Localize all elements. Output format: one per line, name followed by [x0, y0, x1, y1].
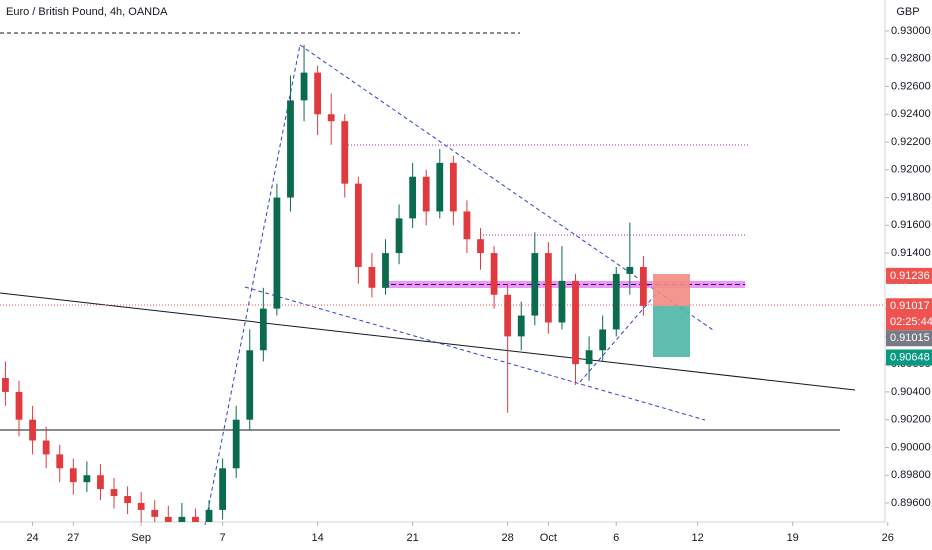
candle-body [490, 253, 498, 295]
y-tick-label: 0.92600 [891, 80, 931, 92]
x-tick-label: Oct [540, 532, 557, 544]
candle-body [463, 211, 471, 240]
chart-title: Euro / British Pound, 4h, OANDA [6, 6, 168, 18]
x-tick-label: 27 [67, 532, 79, 544]
currency-label: GBP [896, 6, 919, 18]
candle-body [29, 419, 36, 441]
candle-body [368, 266, 376, 288]
x-tick-label: 26 [882, 532, 894, 544]
impulse-line [204, 44, 301, 526]
y-tick-label: 0.93000 [891, 25, 931, 37]
candle-body [192, 516, 199, 522]
candle-body [422, 176, 430, 212]
candle-body [354, 183, 362, 267]
x-tick-label: 7 [220, 532, 226, 544]
candle-body [314, 72, 322, 115]
y-tick-label: 0.89800 [891, 469, 931, 481]
x-tick-label: 19 [787, 532, 799, 544]
candle-body [327, 114, 335, 122]
x-tick-label: 24 [26, 532, 38, 544]
candle-body [395, 218, 403, 254]
y-tick-label: 0.92800 [891, 53, 931, 65]
x-tick-label: Sep [131, 532, 151, 544]
candle-body [232, 419, 240, 469]
candle-body [544, 253, 552, 323]
candle-body [558, 280, 566, 323]
y-tick-label: 0.90000 [891, 441, 931, 453]
candle-body [449, 162, 457, 212]
candle-body [300, 72, 308, 101]
candle-body [137, 502, 145, 510]
y-tick-label: 0.91600 [891, 219, 931, 231]
candle-body [56, 454, 64, 469]
candle-body [97, 475, 104, 490]
candle-body [287, 100, 294, 198]
candle-body [477, 239, 484, 254]
wedge-lower [244, 286, 706, 421]
candle-body [205, 509, 213, 522]
price-label [886, 298, 932, 331]
x-tick-label: 12 [692, 532, 704, 544]
y-tick-label: 0.92400 [891, 108, 931, 120]
price-label [886, 349, 932, 366]
y-tick-label: 0.89600 [891, 497, 931, 509]
candle-body [246, 350, 254, 420]
candle-body [110, 489, 118, 497]
candle-body [517, 315, 525, 337]
candle-body [639, 266, 647, 306]
drawings [0, 32, 885, 526]
x-tick-label: 28 [502, 532, 514, 544]
candle-body [219, 468, 227, 510]
y-tick-label: 0.91800 [891, 191, 931, 203]
x-tick-label: 21 [407, 532, 419, 544]
candle-body [259, 308, 267, 351]
candle-body [585, 350, 593, 365]
price-label-text: 0.91236 [890, 270, 930, 282]
candle-body [409, 176, 417, 219]
candle-body [572, 280, 579, 365]
stop-zone [653, 274, 690, 306]
y-tick-label: 0.92000 [891, 164, 931, 176]
candle-body [151, 509, 159, 517]
countdown: 02:25:44 [890, 316, 932, 328]
y-tick-label: 0.90200 [891, 414, 931, 426]
candle-body [2, 378, 9, 392]
candle-body [83, 475, 91, 483]
y-tick-label: 0.92200 [891, 136, 931, 148]
target-zone [653, 306, 690, 357]
candle-body [504, 294, 512, 337]
price-label [886, 330, 932, 347]
candle-body [341, 121, 349, 184]
candle-body [15, 391, 23, 420]
candle-body [42, 440, 50, 455]
candle-body [626, 266, 634, 274]
candle-body [69, 468, 77, 483]
candle-body [273, 197, 281, 309]
candle-body [599, 329, 607, 351]
candle-body [164, 516, 172, 522]
price-label [886, 267, 932, 284]
candle-body [382, 253, 389, 288]
channel-line [579, 294, 656, 383]
candle-body [178, 516, 186, 522]
x-tick-label: 14 [311, 532, 323, 544]
candles [2, 44, 647, 522]
x-tick-label: 6 [613, 532, 619, 544]
y-tick-label: 0.90400 [891, 386, 931, 398]
price-label-text: 0.91015 [890, 332, 930, 344]
y-tick-label: 0.91400 [891, 247, 931, 259]
candle-body [436, 162, 444, 212]
candle-body [124, 496, 131, 503]
candle-body [531, 253, 539, 316]
price-label-text: 0.91017 [890, 300, 930, 312]
candle-body [612, 273, 620, 330]
trend-line [0, 292, 856, 391]
price-label-text: 0.90648 [890, 351, 930, 363]
